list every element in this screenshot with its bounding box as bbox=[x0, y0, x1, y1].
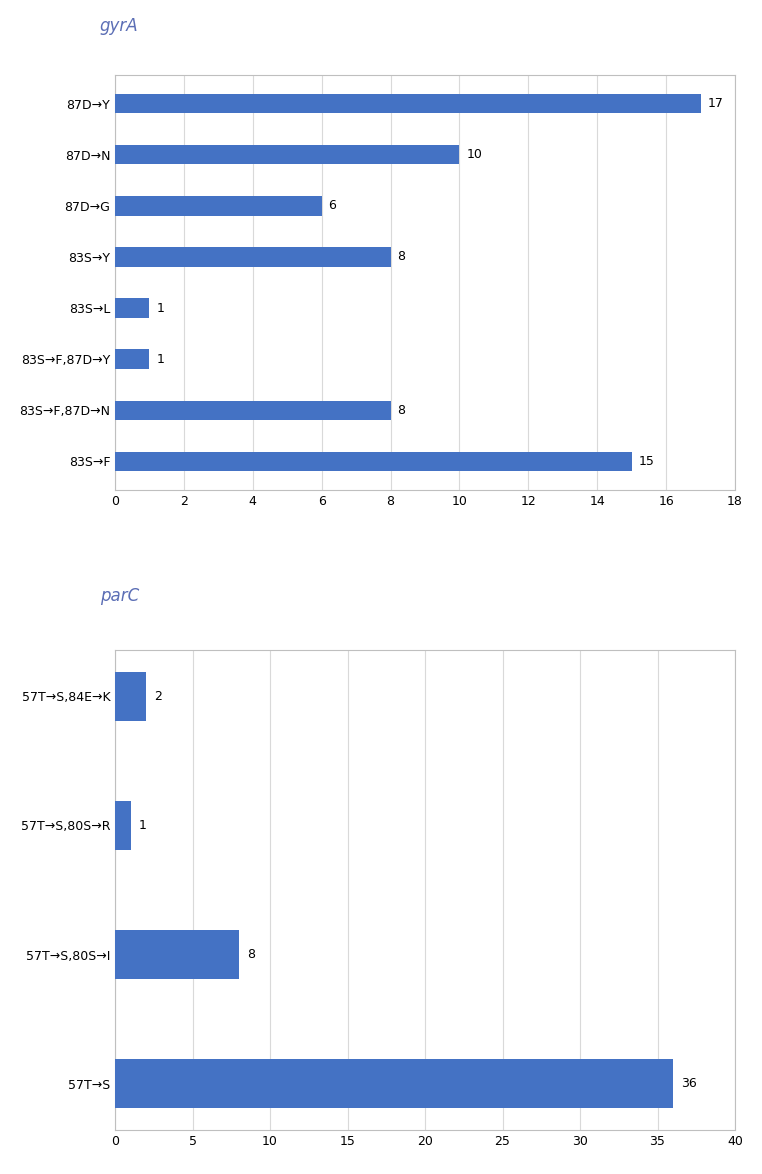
Bar bbox=[115, 452, 632, 471]
Text: 2: 2 bbox=[154, 690, 162, 703]
Text: 10: 10 bbox=[466, 148, 482, 161]
Bar bbox=[115, 298, 149, 318]
Bar bbox=[115, 248, 391, 266]
Text: 8: 8 bbox=[398, 250, 405, 263]
Text: 8: 8 bbox=[247, 949, 255, 962]
Bar bbox=[115, 94, 700, 113]
Text: gyrA: gyrA bbox=[100, 16, 139, 35]
Text: 1: 1 bbox=[138, 819, 146, 832]
Text: 1: 1 bbox=[156, 352, 164, 365]
Text: 6: 6 bbox=[328, 200, 337, 212]
Bar bbox=[115, 672, 146, 721]
Text: 17: 17 bbox=[707, 97, 723, 110]
Bar bbox=[115, 350, 149, 369]
Bar bbox=[115, 144, 459, 164]
Bar bbox=[115, 930, 239, 979]
Text: 15: 15 bbox=[639, 454, 655, 468]
Text: 36: 36 bbox=[680, 1078, 696, 1091]
Text: parC: parC bbox=[100, 587, 139, 605]
Bar bbox=[115, 400, 391, 420]
Text: 1: 1 bbox=[156, 302, 164, 315]
Bar bbox=[115, 801, 130, 850]
Bar bbox=[115, 1059, 673, 1108]
Bar bbox=[115, 196, 322, 216]
Text: 8: 8 bbox=[398, 404, 405, 417]
